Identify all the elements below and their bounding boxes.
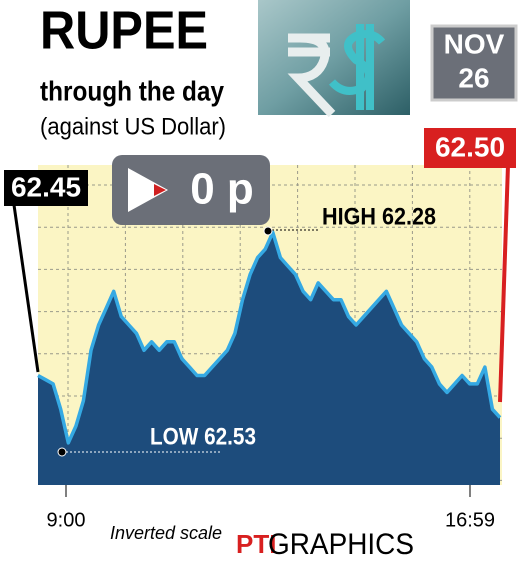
date-day: 26 (458, 62, 489, 93)
x-tick-label: 9:00 (47, 509, 86, 531)
high-dot (263, 226, 273, 236)
source: GRAPHICS (268, 528, 414, 561)
low-label: LOW 62.53 (150, 423, 256, 450)
open-label-box (4, 170, 88, 206)
play-dot (154, 184, 166, 196)
note: (against US Dollar) (40, 113, 226, 140)
subtitle: through the day (40, 75, 224, 106)
close-label: 62.50 (435, 131, 505, 162)
change-box (112, 155, 270, 225)
rupee-symbol (287, 33, 336, 118)
source-logo: PTI (236, 529, 276, 559)
play-icon (128, 168, 168, 212)
x-tick-label: 16:59 (445, 509, 495, 531)
currency-icon (258, 0, 410, 115)
high-label: HIGH 62.28 (322, 203, 436, 230)
title: RUPEE (40, 0, 208, 60)
scale-note: Inverted scale (110, 523, 222, 543)
line (37, 230, 502, 445)
close-pointer (498, 164, 510, 403)
change-value: 0 p (190, 165, 254, 214)
low-dot (57, 447, 67, 457)
date-month: NOV (444, 28, 505, 59)
dollar-symbol (328, 24, 386, 110)
open-label: 62.45 (11, 171, 81, 202)
close-label-box (424, 128, 516, 168)
open-pointer (12, 204, 40, 373)
date-box (430, 24, 518, 102)
plot (37, 230, 502, 485)
